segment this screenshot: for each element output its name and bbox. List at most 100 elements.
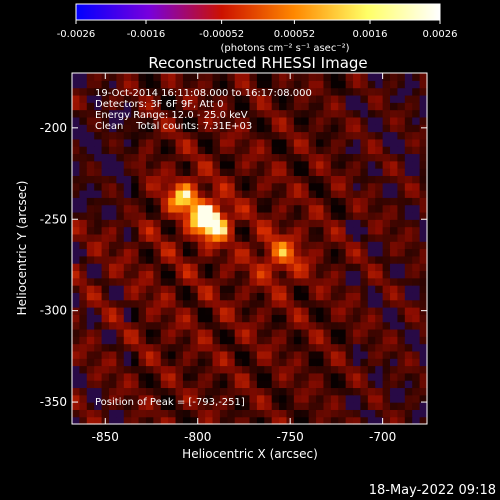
heatmap-pixel [360,372,369,381]
heatmap-pixel [249,365,258,374]
heatmap-pixel [227,343,236,352]
heatmap-pixel [79,409,88,418]
heatmap-pixel [168,219,177,228]
heatmap-pixel [390,409,399,418]
heatmap-pixel [397,102,406,111]
heatmap-pixel [175,248,184,257]
heatmap-pixel [145,87,154,96]
heatmap-pixel [404,263,413,272]
heatmap-pixel [72,394,80,403]
heatmap-pixel [249,102,258,111]
heatmap-pixel [234,277,243,286]
heatmap-pixel [404,270,413,279]
heatmap-pixel [367,146,376,155]
heatmap-pixel [205,190,214,198]
heatmap-pixel [123,299,132,308]
heatmap-pixel [382,350,391,359]
heatmap-pixel [397,182,406,191]
heatmap-pixel [197,73,206,81]
heatmap-pixel [316,255,325,264]
heatmap-pixel [404,314,413,323]
heatmap-pixel [108,328,117,337]
heatmap-pixel [301,226,310,235]
heatmap-pixel [412,219,421,228]
heatmap-pixel [145,292,154,301]
heatmap-pixel [145,73,154,81]
heatmap-pixel [345,299,354,308]
heatmap-pixel [286,87,295,96]
heatmap-pixel [219,109,228,118]
heatmap-pixel [145,365,154,374]
heatmap-pixel [264,211,273,220]
heatmap-pixel [308,153,317,162]
heatmap-pixel [271,226,280,235]
heatmap-pixel [219,204,228,213]
heatmap-pixel [330,314,339,323]
heatmap-pixel [72,146,80,155]
heatmap-pixel [160,350,169,359]
heatmap-pixel [205,124,214,133]
heatmap-pixel [219,248,228,257]
heatmap-pixel [212,80,221,89]
heatmap-pixel [175,211,184,220]
heatmap-pixel [323,204,332,213]
heatmap-pixel [323,387,332,396]
heatmap-pixel [168,277,177,286]
footer-timestamp: 18-May-2022 09:18 [368,483,496,498]
heatmap-pixel [301,94,310,103]
heatmap-pixel [360,263,369,272]
heatmap-pixel [249,211,258,220]
heatmap-pixel [404,372,413,381]
heatmap-pixel [345,124,354,133]
heatmap-pixel [131,168,140,176]
heatmap-pixel [101,124,110,133]
heatmap-pixel [404,116,413,125]
heatmap-pixel [242,380,251,389]
heatmap-pixel [108,402,117,410]
heatmap-pixel [197,416,206,425]
heatmap-pixel [197,116,206,125]
heatmap-pixel [375,277,384,286]
heatmap-pixel [360,168,369,176]
heatmap-pixel [145,307,154,315]
heatmap-pixel [86,416,95,425]
heatmap-pixel [145,102,154,111]
heatmap-pixel [123,343,132,352]
heatmap-pixel [160,285,169,293]
heatmap-pixel [160,387,169,396]
heatmap-pixel [256,328,265,337]
heatmap-pixel [175,131,184,140]
heatmap-pixel [286,402,295,410]
heatmap-pixel [308,380,317,389]
heatmap-pixel [338,270,347,279]
heatmap-pixel [249,168,258,176]
heatmap-pixel [123,263,132,272]
heatmap-pixel [72,402,80,410]
heatmap-pixel [219,102,228,111]
heatmap-pixel [264,285,273,293]
heatmap-pixel [94,380,103,389]
heatmap-pixel [197,124,206,133]
heatmap-pixel [131,190,140,198]
heatmap-pixel [234,365,243,374]
heatmap-pixel [279,131,288,140]
heatmap-pixel [360,255,369,264]
heatmap-pixel [345,285,354,293]
heatmap-pixel [279,358,288,367]
heatmap-pixel [108,109,117,118]
heatmap-pixel [338,241,347,250]
heatmap-pixel [86,350,95,359]
heatmap-pixel [301,307,310,315]
heatmap-pixel [256,80,265,89]
heatmap-pixel [205,233,214,242]
heatmap-pixel [249,285,258,293]
heatmap-pixel [72,131,80,140]
heatmap-pixel [175,292,184,301]
heatmap-pixel [286,146,295,155]
heatmap-pixel [279,197,288,206]
info-time-range: 19-Oct-2014 16:11:08.000 to 16:17:08.000 [95,88,312,99]
heatmap-pixel [116,285,125,293]
heatmap-pixel [94,87,103,96]
heatmap-pixel [308,314,317,323]
